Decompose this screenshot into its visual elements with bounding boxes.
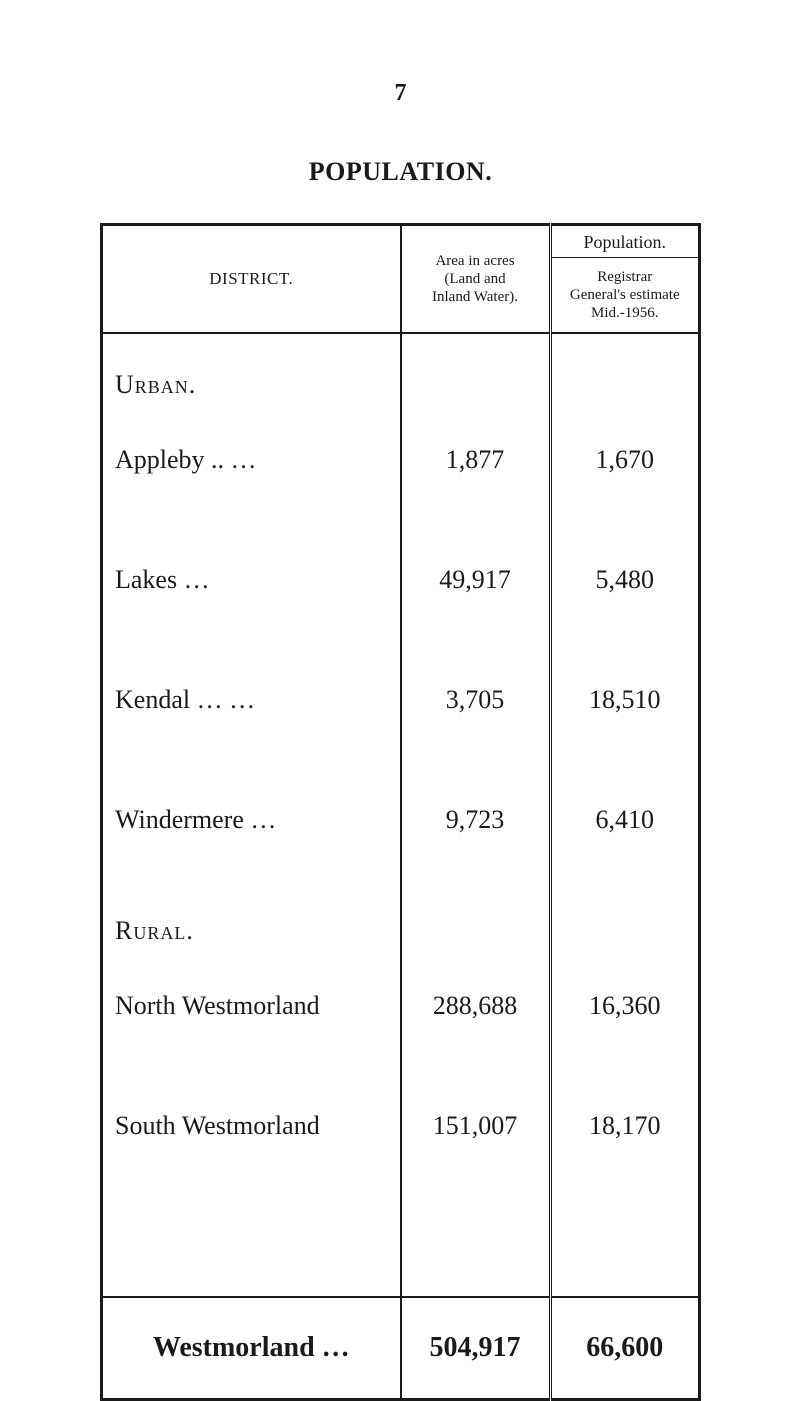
header-population-detail: Registrar General's estimate Mid.-1956. [550, 258, 700, 334]
table-row: Kendal … … 3,705 18,510 [102, 640, 700, 760]
row-northw-area: 288,688 [401, 946, 551, 1066]
section-urban-label: Urban. [115, 334, 388, 400]
header-area-l2: (Land and [444, 271, 505, 287]
row-lakes-area: 49,917 [401, 520, 551, 640]
total-name: Westmorland … [102, 1297, 401, 1400]
section-urban: Urban. [102, 333, 700, 400]
table-row: Lakes … 49,917 5,480 [102, 520, 700, 640]
header-area-l3: Inland Water). [432, 289, 518, 305]
row-lakes-pop: 5,480 [550, 520, 700, 640]
header-pop-l3: Mid.-1956. [591, 305, 659, 321]
table-row: Appleby .. … 1,877 1,670 [102, 400, 700, 520]
row-kendal-pop: 18,510 [550, 640, 700, 760]
total-pop: 66,600 [550, 1297, 700, 1400]
header-pop-l2: General's estimate [570, 287, 680, 303]
row-kendal-area: 3,705 [401, 640, 551, 760]
section-rural: Rural. [102, 880, 700, 946]
row-windermere-pop: 6,410 [550, 760, 700, 880]
row-northw-pop: 16,360 [550, 946, 700, 1066]
spacer [102, 1186, 700, 1297]
header-district: DISTRICT. [102, 225, 401, 334]
header-area-l1: Area in acres [435, 253, 514, 269]
total-area: 504,917 [401, 1297, 551, 1400]
row-northw-name: North Westmorland [115, 991, 320, 1021]
total-row: Westmorland … 504,917 66,600 [102, 1297, 700, 1400]
table-row: Windermere … 9,723 6,410 [102, 760, 700, 880]
row-lakes-name: Lakes … [115, 565, 210, 595]
header-population-super: Population. [550, 225, 700, 258]
header-area: Area in acres (Land and Inland Water). [401, 225, 551, 334]
table-row: South Westmorland 151,007 18,170 [102, 1066, 700, 1186]
page-title: POPULATION. [100, 157, 701, 187]
population-table: DISTRICT. Area in acres (Land and Inland… [100, 223, 701, 1401]
row-appleby-area: 1,877 [401, 400, 551, 520]
section-rural-label: Rural. [115, 880, 388, 946]
row-southw-pop: 18,170 [550, 1066, 700, 1186]
table-row: North Westmorland 288,688 16,360 [102, 946, 700, 1066]
row-southw-name: South Westmorland [115, 1111, 320, 1141]
page-number: 7 [100, 80, 701, 107]
row-kendal-name: Kendal … … [115, 685, 255, 715]
row-appleby-pop: 1,670 [550, 400, 700, 520]
header-pop-l1: Registrar [597, 269, 652, 285]
row-windermere-name: Windermere … [115, 805, 276, 835]
row-appleby-name: Appleby .. … [115, 445, 257, 475]
row-windermere-area: 9,723 [401, 760, 551, 880]
row-southw-area: 151,007 [401, 1066, 551, 1186]
